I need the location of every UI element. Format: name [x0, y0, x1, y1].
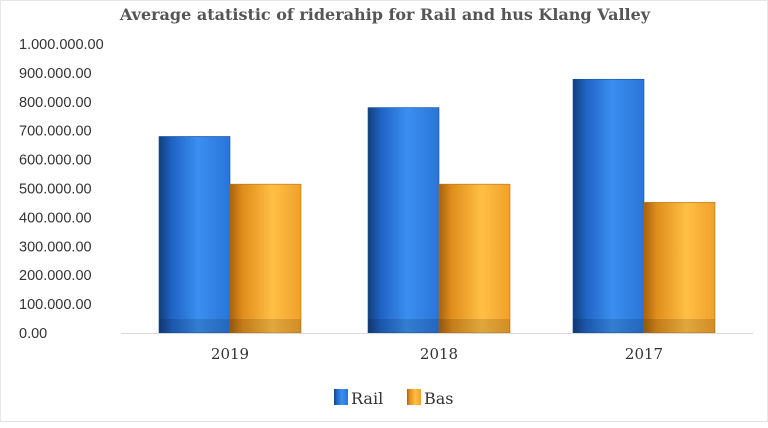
bar-rail-2019: [158, 136, 231, 334]
bar-shade: [230, 319, 301, 333]
bar-rail-2017: [572, 78, 645, 334]
bar-rail-2018: [367, 107, 440, 334]
bar-bas-2019: [229, 183, 302, 334]
bars: [158, 78, 716, 334]
y-tick-label: 700.000.00: [19, 124, 92, 140]
legend-swatch-bas: [407, 389, 421, 405]
y-tick-label: 800.000.00: [19, 95, 92, 111]
y-tick-label: 400.000.00: [19, 210, 92, 226]
chart-title: Average atatistic of riderahip for Rail …: [119, 5, 651, 24]
y-tick-label: 900.000.00: [19, 66, 92, 82]
y-tick-label: 600.000.00: [19, 153, 92, 169]
bar-shade: [159, 319, 230, 333]
x-tick-label: 2019: [211, 345, 249, 363]
y-tick-label: 1.000.000.00: [19, 37, 104, 53]
legend-label-bas: Bas: [424, 389, 454, 408]
y-tick-label: 100.000.00: [19, 297, 92, 313]
bar-shade: [439, 319, 510, 333]
y-tick-label: 0.00: [19, 326, 47, 342]
x-tick-label: 2017: [625, 345, 663, 363]
x-tick-label: 2018: [420, 345, 458, 363]
legend-label-rail: Rail: [351, 389, 383, 408]
y-tick-label: 200.000.00: [19, 268, 92, 284]
bar-shade: [644, 319, 715, 333]
bar-shade: [368, 319, 439, 333]
legend: Rail Bas: [334, 389, 454, 408]
bar-shade: [573, 319, 644, 333]
y-tick-label: 500.000.00: [19, 182, 92, 198]
x-axis: 2019 2018 2017: [121, 333, 753, 363]
y-axis: 0.00 100.000.00 200.000.00 300.000.00 400.00…: [19, 37, 104, 342]
legend-swatch-rail: [334, 389, 348, 405]
bar-bas-2017: [643, 202, 716, 334]
bar-bas-2018: [438, 183, 511, 334]
y-tick-label: 300.000.00: [19, 239, 92, 255]
